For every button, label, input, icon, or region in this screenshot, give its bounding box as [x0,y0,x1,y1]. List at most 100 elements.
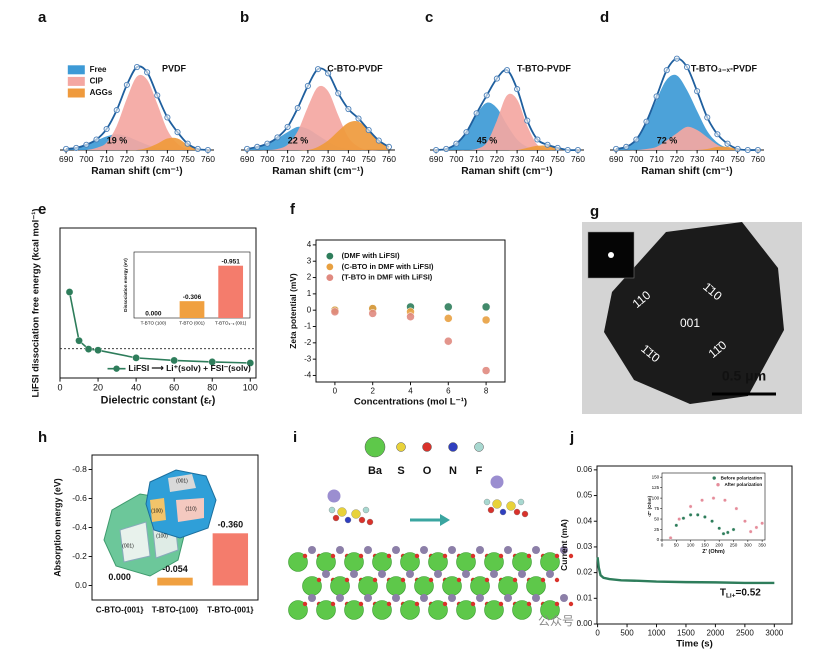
component-area [616,74,758,151]
legend-swatch [67,88,85,98]
slab-atom [434,570,442,578]
x-tick-label: 200 [715,543,723,548]
slab-atom [288,600,308,620]
structure-diagram: Ba S O N F [288,436,574,620]
x-tick-label: 0 [661,543,664,548]
x-tick-label: 760 [571,154,585,164]
data-point [743,519,747,524]
slab-atom [568,601,574,607]
value-label: -0.054 [162,564,188,574]
saed-spot [608,252,614,258]
facet [176,498,204,522]
data-point [63,145,70,152]
slab-atom [560,594,568,602]
slab-atom [308,594,316,602]
y-tick-label: 0.0 [75,580,87,590]
chart-title: C-BTO-PVDF [327,63,383,73]
x-tick-label: 100 [687,543,695,548]
bar [212,533,249,586]
data-point [132,354,140,362]
data-point [73,144,80,151]
atom-key [474,442,484,452]
slab-atom [456,577,462,583]
legend-label: Before polarization [721,475,763,480]
slab-atom [414,601,420,607]
x-tick-label: T-BTO (100) [141,321,167,326]
data-point [103,125,110,133]
slab-atom [288,552,308,572]
slab-atom [448,546,456,554]
y-axis-label: Absorption energy (eV) [52,478,62,577]
data-point [264,140,271,147]
data-point [355,115,362,122]
slab-atom [554,601,560,607]
data-point [754,525,759,530]
atom-key [422,442,432,452]
facet-label: (001) [122,543,134,549]
data-point [453,140,460,147]
slab-atom [330,553,336,559]
slab-atom [400,600,420,620]
plot-frame [59,227,257,379]
data-point [481,315,491,325]
data-point [184,140,191,147]
y-tick-label: 125 [652,485,660,490]
bar [157,577,193,586]
slab-atom [358,553,364,559]
data-point [725,530,730,535]
data-point [433,146,440,154]
data-point [544,141,551,148]
y-tick-label: 50 [654,516,660,521]
data-point [345,106,352,113]
molecule-atom [337,507,347,517]
slab-atom [504,546,512,554]
molecule-atom [344,516,352,524]
slab-atom [322,570,330,578]
x-axis-label: Time (s) [676,639,713,650]
y-tick-label: 0 [307,305,312,314]
slab-atom [490,570,498,578]
data-point [444,302,453,312]
x-tick-label: 720 [490,154,504,164]
data-point [710,519,714,524]
data-point [208,358,217,366]
y-axis-label: -Z'' (Ohm) [647,495,652,517]
x-tick-label: 150 [701,543,709,548]
slab-atom [358,601,364,607]
slab-atom [554,577,560,583]
panel-letter: b [240,9,249,26]
x-tick-label: 700 [260,154,274,164]
data-point [406,312,415,321]
data-point [444,336,453,346]
arrow-head [440,514,450,526]
x-tick-label: 730 [140,154,154,164]
slab-atom [498,601,504,607]
data-point [284,123,291,130]
y-axis-label: LiFSI dissociation free energy (kcal mol… [31,208,42,397]
component-area [436,93,578,151]
x-tick-label: 1500 [677,628,695,637]
data-point [246,359,255,367]
data-point [443,145,450,152]
y-tick-label: 3 [307,256,312,265]
slab-atom [560,546,568,554]
x-tick-label: 6 [446,386,451,395]
slab-atom [532,546,540,554]
x-tick-label: T-BTO-{001} [207,605,254,614]
x-tick-label: 4 [408,386,413,395]
data-point [314,66,322,73]
x-tick-label: 760 [751,154,765,164]
x-tick-label: 250 [730,543,738,548]
atom-label: N [449,465,457,477]
data-point [144,69,151,76]
component-area [616,146,758,151]
component-area [247,85,389,151]
annotation: TLi+=0.52 [720,587,761,599]
data-point [444,314,453,323]
y-tick-label: 0.00 [577,619,593,628]
atom-key [364,436,386,458]
data-point [683,64,691,71]
value-label: -0.951 [221,258,240,265]
legend-marker [326,274,334,281]
x-tick-label: 690 [429,154,443,164]
